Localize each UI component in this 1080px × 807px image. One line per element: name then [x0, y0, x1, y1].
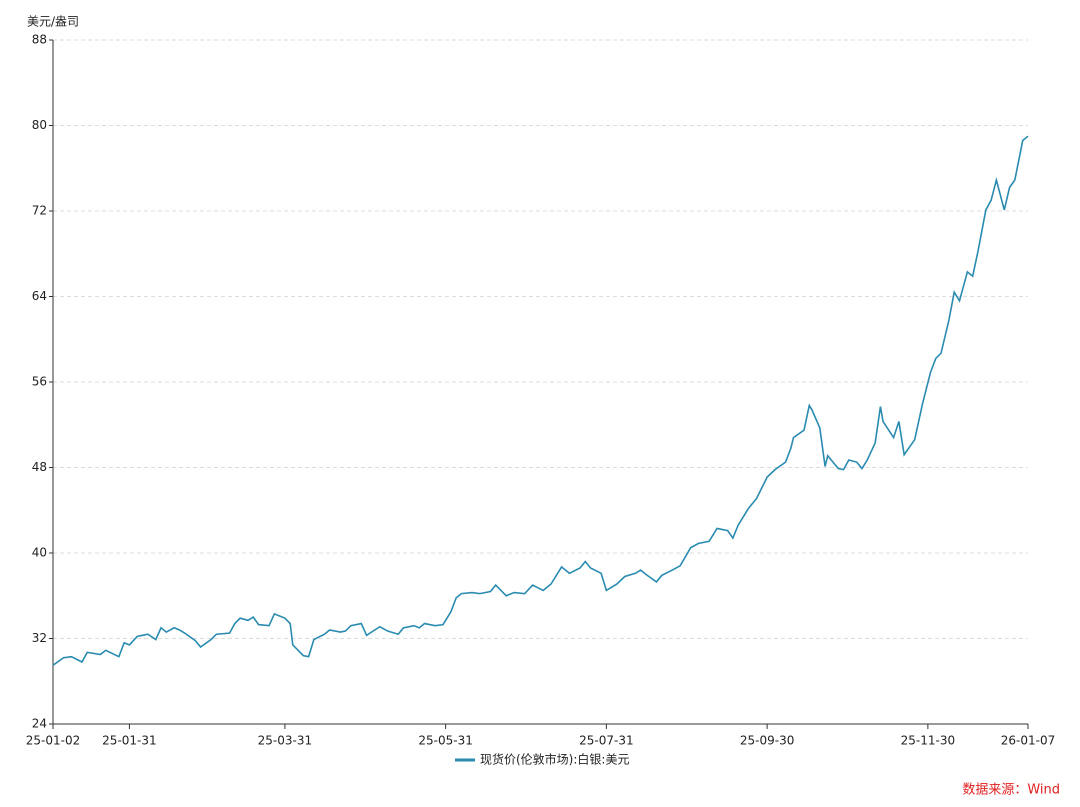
y-tick-label: 24 — [32, 717, 47, 731]
x-tick-label: 25-01-02 — [26, 734, 80, 748]
x-tick-label: 25-11-30 — [901, 734, 955, 748]
y-tick-label: 32 — [32, 631, 47, 645]
y-tick-label: 40 — [32, 546, 47, 560]
legend-label: 现货价(伦敦市场):白银:美元 — [480, 752, 629, 767]
x-tick-label: 25-01-31 — [102, 734, 156, 748]
x-tick-label: 25-03-31 — [258, 734, 312, 748]
data-line — [52, 135, 1029, 666]
x-tick-label: 26-01-07 — [1001, 734, 1055, 748]
source-note: 数据来源：Wind — [962, 783, 1060, 798]
y-tick-label: 80 — [32, 118, 47, 132]
x-tick-label: 25-05-31 — [418, 734, 472, 748]
y-tick-label: 64 — [32, 289, 47, 303]
x-tick-label: 25-07-31 — [579, 734, 633, 748]
x-tick-label: 25-09-30 — [740, 734, 794, 748]
y-tick-label: 72 — [32, 204, 47, 218]
y-tick-label: 48 — [32, 460, 47, 474]
y-axis-unit: 美元/盎司 — [27, 15, 79, 29]
y-tick-label: 88 — [32, 33, 47, 47]
y-tick-label: 56 — [32, 375, 47, 389]
